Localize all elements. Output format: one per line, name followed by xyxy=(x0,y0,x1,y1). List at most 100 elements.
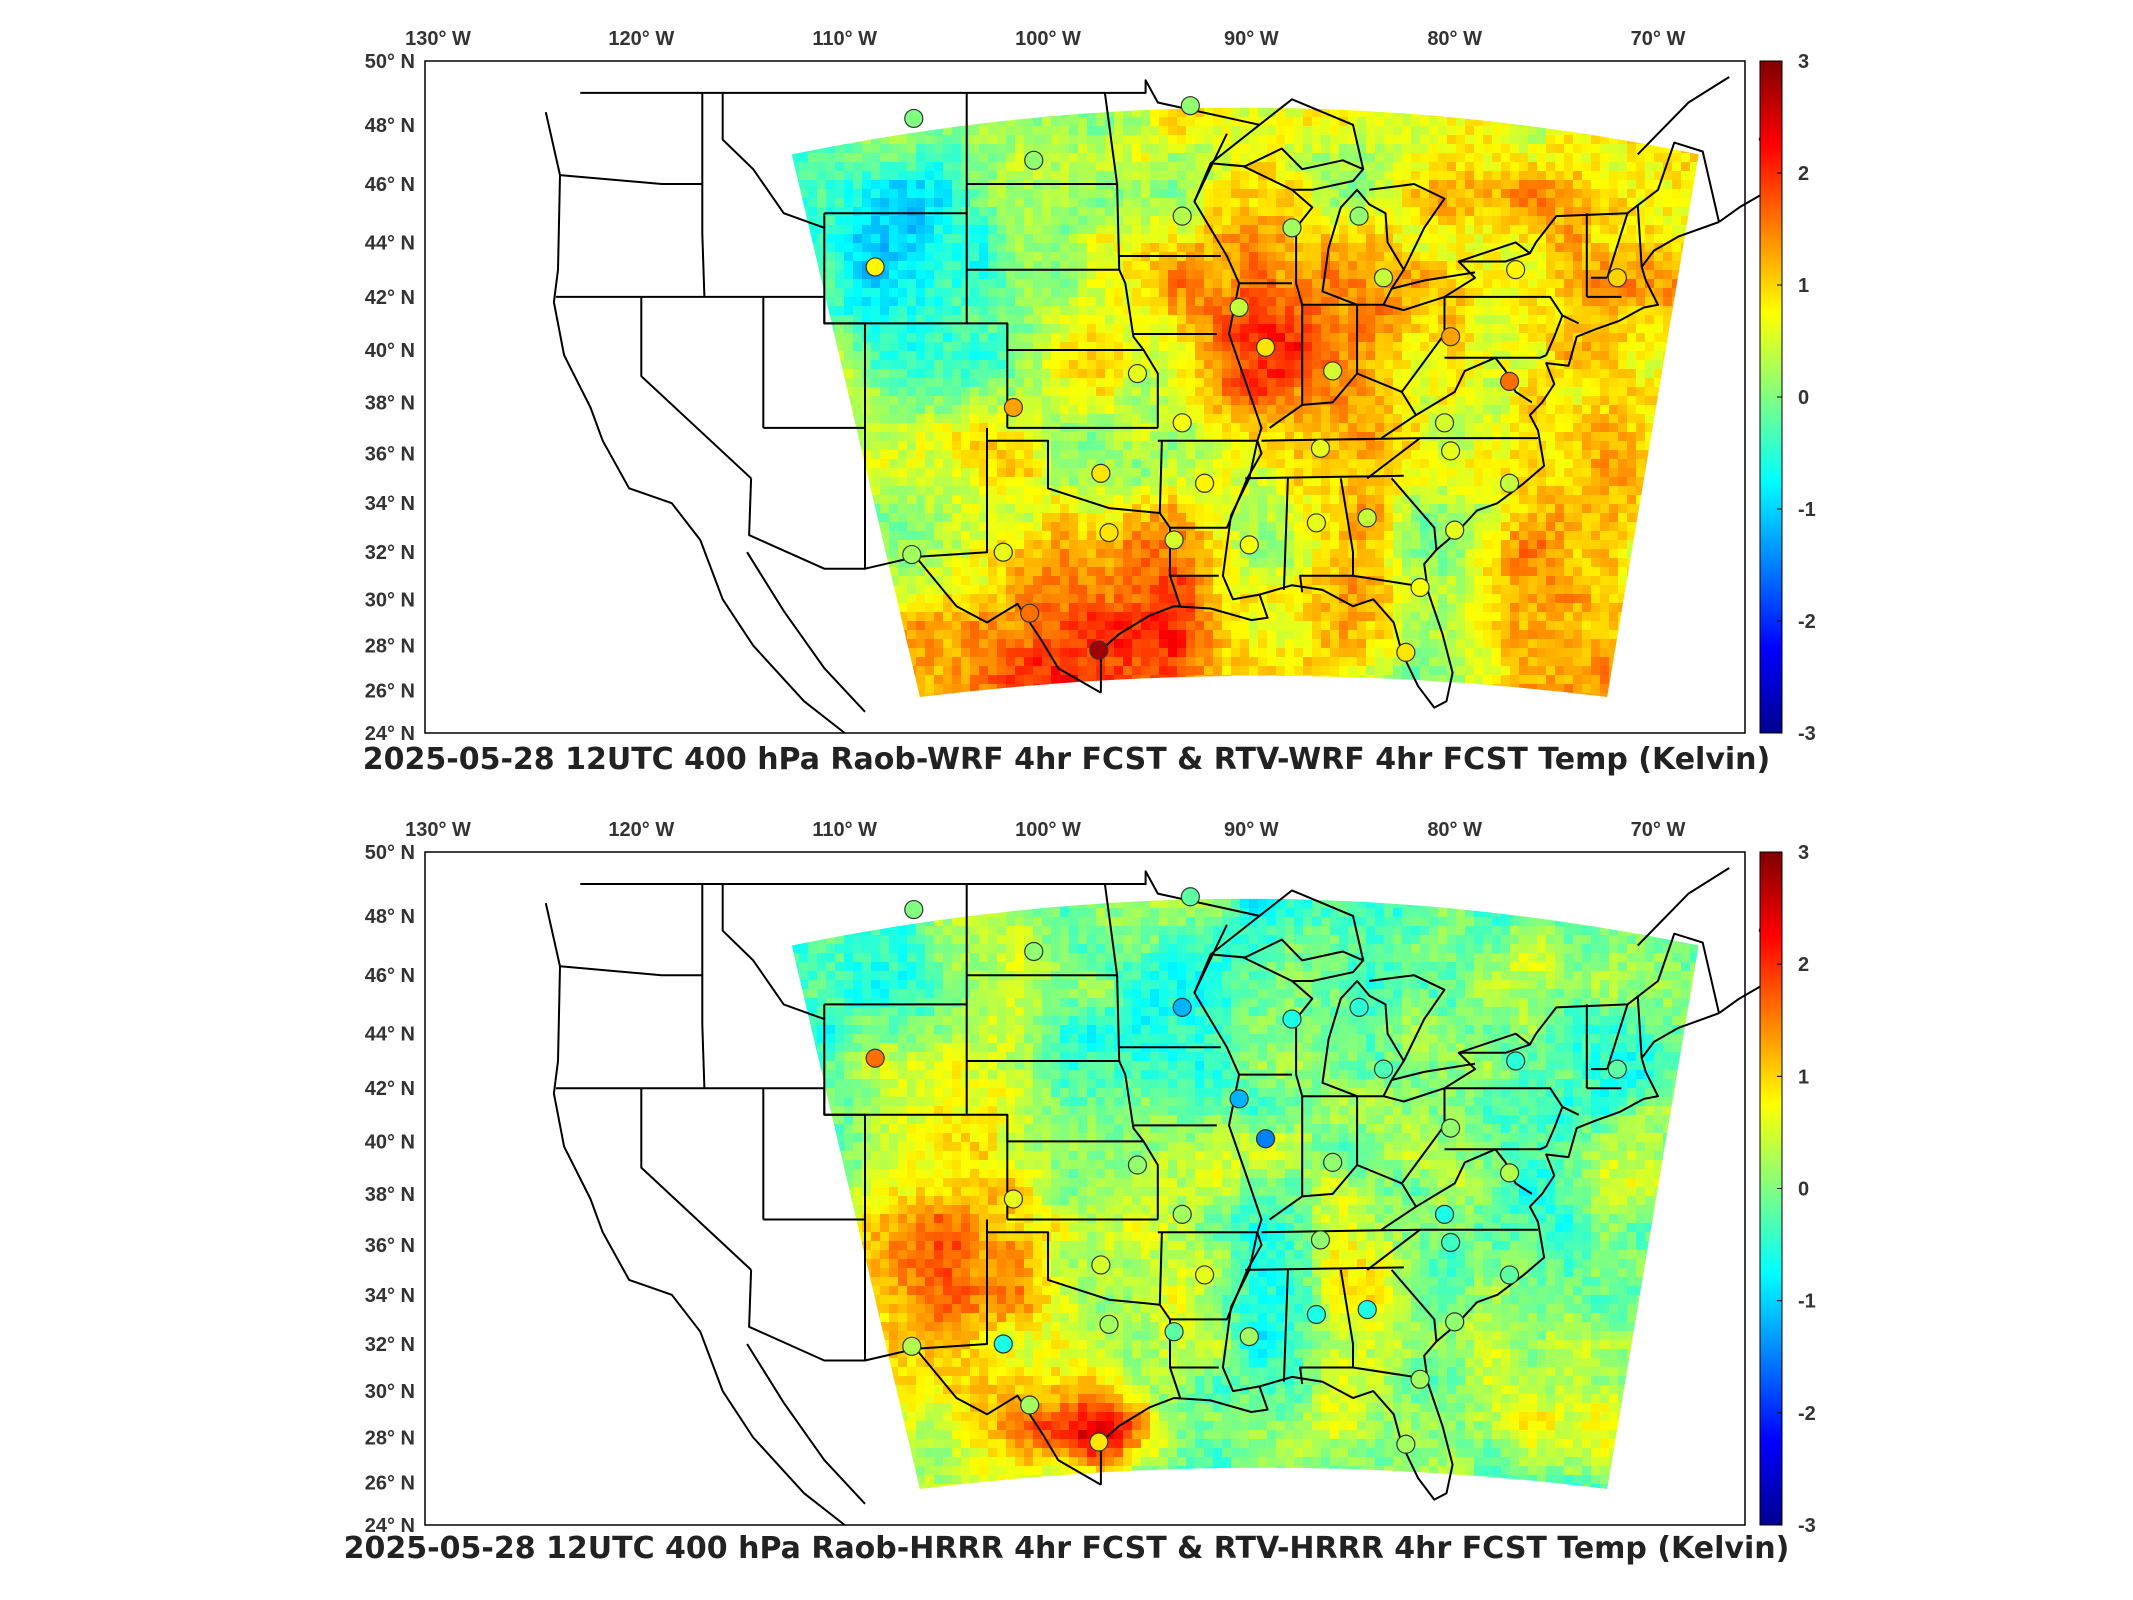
longitude-tick-label: 100° W xyxy=(1015,28,1081,50)
latitude-tick-label: 34° N xyxy=(365,493,415,515)
raob-station-marker xyxy=(1020,1395,1040,1415)
raob-station-marker xyxy=(1024,150,1044,170)
raob-station-marker xyxy=(1310,438,1331,458)
top-map-title: 2025-05-28 12UTC 400 hPa Raob-WRF 4hr FC… xyxy=(362,742,1771,777)
raob-station-marker xyxy=(1172,206,1192,226)
latitude-tick-label: 42° N xyxy=(365,1078,415,1100)
raob-station-marker xyxy=(1349,997,1369,1017)
top-map-panel: 130° W 120° W 110° W 100° W 90° W 80° W 70° W 5… xyxy=(0,0,2133,790)
latitude-tick-label: 36° N xyxy=(365,1235,415,1257)
raob-station-marker xyxy=(1282,1009,1302,1029)
raob-station-marker xyxy=(1499,473,1520,493)
longitude-tick-label: 90° W xyxy=(1224,819,1279,841)
bottom-map-title: 2025-05-28 12UTC 400 hPa Raob-HRRR 4hr F… xyxy=(343,1531,1790,1566)
colorbar-tick-label: 3 xyxy=(1798,842,1809,864)
longitude-tick-label: 80° W xyxy=(1427,819,1482,841)
raob-station-marker xyxy=(1306,1304,1327,1325)
raob-station-marker xyxy=(1127,1155,1148,1175)
raob-station-marker xyxy=(1194,473,1215,493)
longitude-tick-label: 120° W xyxy=(608,819,674,841)
latitude-tick-label: 28° N xyxy=(365,636,415,658)
raob-station-marker xyxy=(1396,1434,1416,1454)
top-map-figure: 130° W 120° W 110° W 100° W 90° W 80° W 70° W 5… xyxy=(365,28,1816,745)
raob-station-marker xyxy=(1357,1299,1377,1320)
raob-station-marker xyxy=(1607,268,1627,288)
latitude-tick-label: 36° N xyxy=(365,443,415,465)
latitude-tick-label: 26° N xyxy=(365,1473,415,1495)
raob-station-marker xyxy=(1434,1204,1455,1224)
temperature-difference-field xyxy=(791,898,1699,1489)
raob-station-marker xyxy=(1020,603,1040,623)
longitude-tick-label: 110° W xyxy=(812,28,877,50)
latitude-tick-label: 46° N xyxy=(365,174,415,196)
raob-station-marker xyxy=(1499,1163,1520,1183)
raob-station-marker xyxy=(1373,1059,1394,1079)
latitude-tick-label: 30° N xyxy=(365,589,415,611)
raob-station-marker xyxy=(1323,1152,1343,1172)
state-and-coast-outlines xyxy=(544,867,1781,1526)
raob-station-marker xyxy=(1255,337,1276,357)
colorbar-tick-label: 2 xyxy=(1798,163,1809,185)
map-frame xyxy=(424,60,1746,734)
longitude-tick-label: 130° W xyxy=(405,28,471,50)
colorbar-tick-label: 3 xyxy=(1798,51,1809,73)
latitude-tick-label: 50° N xyxy=(365,51,415,73)
colorbar-tick-label: -2 xyxy=(1798,1403,1816,1425)
longitude-tick-label: 130° W xyxy=(405,819,471,841)
raob-station-marker xyxy=(1180,887,1200,907)
raob-station-marker xyxy=(1349,206,1369,226)
raob-station-marker xyxy=(1499,1265,1520,1285)
raob-station-marker xyxy=(1091,1255,1111,1275)
colorbar-tick-label: 1 xyxy=(1798,1066,1809,1088)
raob-station-marker xyxy=(902,544,922,565)
raob-station-marker xyxy=(1172,997,1192,1017)
raob-station-marker xyxy=(1310,1230,1331,1250)
latitude-tick-label: 24° N xyxy=(365,723,415,745)
colorbar-tick-label: -3 xyxy=(1798,723,1816,745)
bottom-map-panel: 130° W 120° W 110° W 100° W 90° W 80° W 70° W 5… xyxy=(0,790,2133,1600)
latitude-tick-label: 44° N xyxy=(365,232,415,254)
colorbar-tick-label: -1 xyxy=(1798,1291,1816,1313)
temperature-difference-field xyxy=(791,107,1699,698)
raob-station-marker xyxy=(865,257,885,277)
latitude-tick-label: 28° N xyxy=(365,1428,415,1450)
colorbar-tick-label: -2 xyxy=(1798,611,1816,633)
raob-station-marker xyxy=(1172,413,1192,433)
raob-station-marker xyxy=(1091,463,1111,483)
raob-stations xyxy=(865,96,1627,662)
raob-station-marker xyxy=(1373,268,1394,288)
raob-station-marker xyxy=(1003,397,1024,418)
latitude-tick-label: 46° N xyxy=(365,965,415,987)
raob-station-marker xyxy=(1434,413,1455,433)
raob-station-marker xyxy=(1506,1051,1526,1071)
raob-station-marker xyxy=(1089,640,1109,660)
raob-station-marker xyxy=(1229,297,1249,318)
raob-station-marker xyxy=(993,1334,1013,1354)
latitude-tick-label: 40° N xyxy=(365,340,415,362)
longitude-tick-label: 80° W xyxy=(1427,28,1482,50)
raob-station-marker xyxy=(1099,523,1119,543)
raob-station-marker xyxy=(1003,1189,1024,1209)
raob-station-marker xyxy=(1194,1265,1215,1285)
latitude-tick-label: 48° N xyxy=(365,906,415,928)
raob-station-marker xyxy=(1410,577,1430,598)
raob-station-marker xyxy=(1357,508,1377,528)
raob-station-marker xyxy=(1180,96,1200,116)
colorbar-tick-label: 0 xyxy=(1798,1179,1809,1201)
raob-station-marker xyxy=(993,542,1013,562)
raob-station-marker xyxy=(1164,1322,1184,1342)
raob-station-marker xyxy=(1506,260,1526,280)
longitude-tick-label: 70° W xyxy=(1631,28,1686,50)
colorbar-tick-label: 2 xyxy=(1798,954,1809,976)
latitude-tick-label: 30° N xyxy=(365,1381,415,1403)
raob-station-marker xyxy=(904,108,924,129)
raob-station-marker xyxy=(1440,327,1461,347)
colorbar-tick-label: -1 xyxy=(1798,499,1816,521)
longitude-tick-label: 120° W xyxy=(608,28,674,50)
longitude-tick-label: 100° W xyxy=(1015,819,1081,841)
raob-station-marker xyxy=(1239,535,1259,555)
raob-station-marker xyxy=(1440,441,1461,461)
raob-station-marker xyxy=(1089,1432,1109,1452)
raob-station-marker xyxy=(1127,363,1148,384)
latitude-tick-label: 34° N xyxy=(365,1285,415,1307)
